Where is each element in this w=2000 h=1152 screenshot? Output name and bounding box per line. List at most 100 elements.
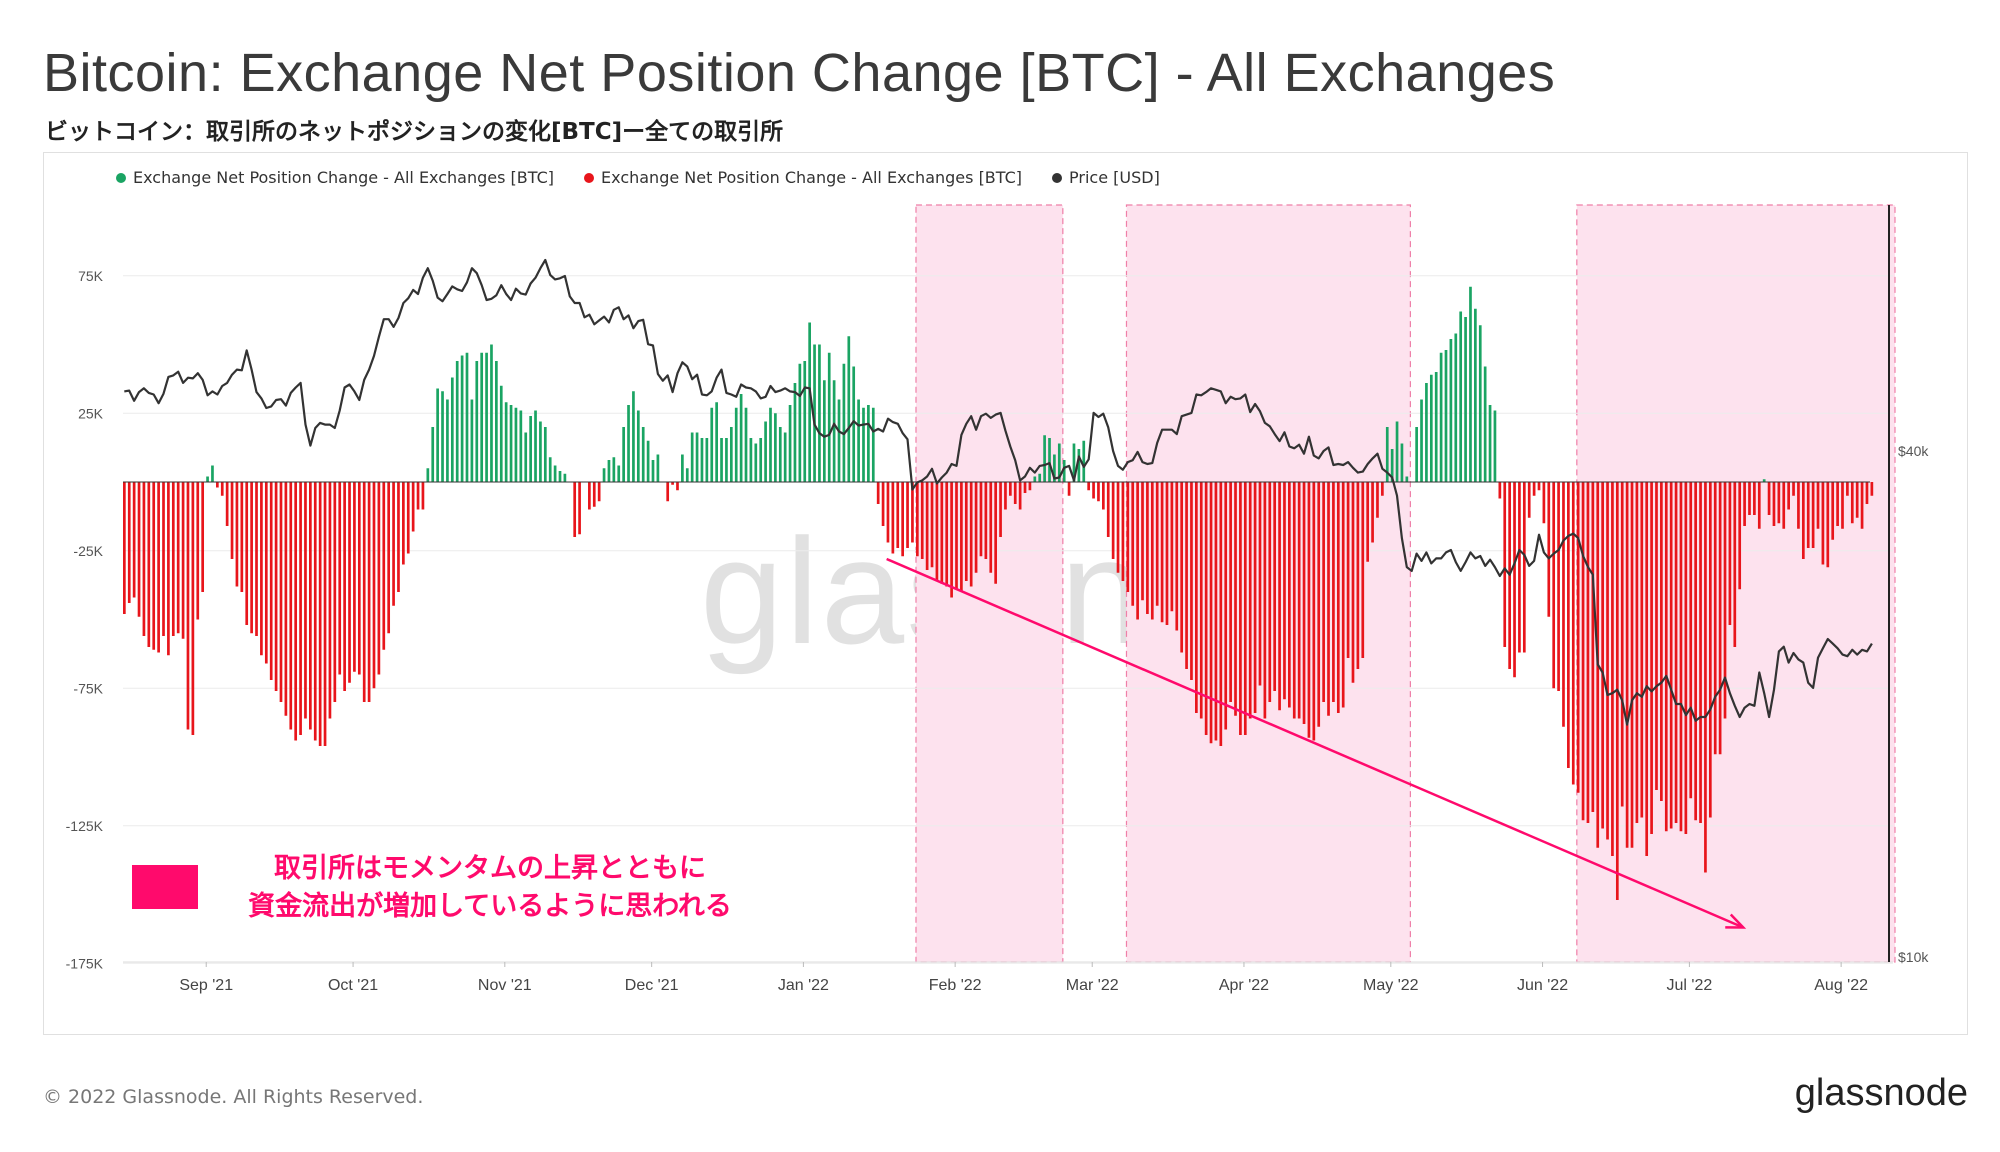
bar	[788, 405, 792, 482]
bar	[1136, 482, 1139, 620]
legend-item-outflow[interactable]: Exchange Net Position Change - All Excha…	[584, 168, 1022, 187]
bar	[1748, 482, 1751, 515]
bar	[964, 482, 968, 581]
bar	[769, 407, 772, 482]
bar	[1288, 482, 1291, 708]
bar	[1777, 482, 1781, 524]
chart-legend: Exchange Net Position Change - All Excha…	[116, 168, 1160, 187]
bar	[1488, 405, 1492, 482]
bar	[1562, 482, 1565, 727]
bar	[1273, 482, 1277, 691]
bar	[1146, 482, 1149, 614]
bar	[450, 377, 454, 482]
callout-text: 取引所はモメンタムの上昇とともに 資金流出が増加しているように思われる	[210, 850, 770, 926]
bar	[1307, 482, 1311, 738]
bar	[382, 482, 386, 650]
x-tick-label: Jul '22	[1667, 977, 1713, 994]
bar	[1248, 482, 1252, 719]
bar	[1141, 482, 1144, 601]
bar	[994, 482, 998, 584]
bar	[1694, 482, 1697, 821]
legend-label: Exchange Net Position Change - All Excha…	[133, 168, 555, 187]
bar	[1190, 482, 1193, 680]
bar	[240, 482, 244, 592]
bar	[1557, 482, 1560, 691]
bar	[1469, 286, 1472, 482]
bar	[690, 432, 694, 482]
bar	[269, 482, 273, 680]
bar	[1097, 482, 1100, 502]
bar	[127, 482, 131, 603]
bar	[1806, 482, 1810, 548]
bar	[1635, 482, 1639, 823]
bar	[357, 482, 361, 675]
bar	[1356, 482, 1360, 669]
bar	[1390, 449, 1394, 482]
bar	[1699, 482, 1702, 823]
bar	[1797, 482, 1800, 529]
callout-line-2: 資金流出が増加しているように思われる	[248, 891, 732, 922]
bar	[201, 482, 205, 592]
bar	[1772, 482, 1776, 526]
bar	[1395, 421, 1399, 482]
bar	[862, 407, 865, 482]
bar	[132, 482, 136, 598]
bar	[1371, 482, 1374, 543]
bar	[1743, 482, 1746, 526]
bar	[1429, 374, 1433, 482]
bar	[470, 399, 474, 482]
bar	[1474, 308, 1477, 482]
bar	[969, 482, 973, 587]
x-tick-label: Aug '22	[1814, 977, 1868, 994]
bar	[421, 482, 425, 510]
bar	[1253, 482, 1257, 713]
bar	[318, 482, 322, 746]
bar	[225, 482, 229, 526]
bar	[1547, 482, 1551, 617]
bar	[1601, 482, 1604, 829]
legend-item-inflow[interactable]: Exchange Net Position Change - All Excha…	[116, 168, 554, 187]
y-tick-label: -25K	[73, 543, 103, 559]
bar	[1336, 482, 1340, 713]
bar	[313, 482, 317, 741]
glassnode-logo[interactable]: glassnode	[1794, 1072, 1968, 1114]
bar	[519, 410, 523, 482]
bar	[284, 482, 288, 716]
bar	[915, 482, 919, 557]
bar	[548, 457, 552, 482]
bar	[681, 454, 684, 482]
bar	[553, 465, 557, 482]
bar	[211, 465, 214, 482]
bar	[1611, 482, 1614, 856]
bar	[749, 438, 753, 482]
y-tick-label: 75K	[78, 268, 104, 284]
bar	[142, 482, 146, 636]
bar	[1708, 482, 1712, 818]
bar	[989, 482, 993, 573]
bar	[250, 482, 253, 634]
legend-item-price[interactable]: Price [USD]	[1052, 168, 1160, 187]
chart-title: Bitcoin: Exchange Net Position Change [B…	[43, 43, 1556, 103]
bar	[1493, 410, 1497, 482]
bar	[832, 380, 836, 482]
y-tick-label: 25K	[78, 405, 104, 421]
bar	[974, 482, 978, 573]
bar	[710, 407, 714, 482]
bar	[1660, 482, 1663, 801]
bar	[1870, 482, 1874, 496]
bar	[1327, 482, 1330, 716]
bar	[1263, 482, 1267, 719]
bar	[539, 421, 542, 482]
callout-swatch	[132, 865, 198, 909]
bar	[803, 361, 807, 482]
bar	[588, 482, 591, 510]
x-tick-label: Dec '21	[625, 977, 679, 994]
bar	[739, 394, 743, 482]
bar	[852, 366, 856, 482]
bar	[798, 363, 802, 482]
bar	[1312, 482, 1316, 741]
bar	[1689, 482, 1693, 799]
bar	[1278, 482, 1281, 711]
bar	[137, 482, 141, 617]
bar	[1322, 482, 1325, 702]
